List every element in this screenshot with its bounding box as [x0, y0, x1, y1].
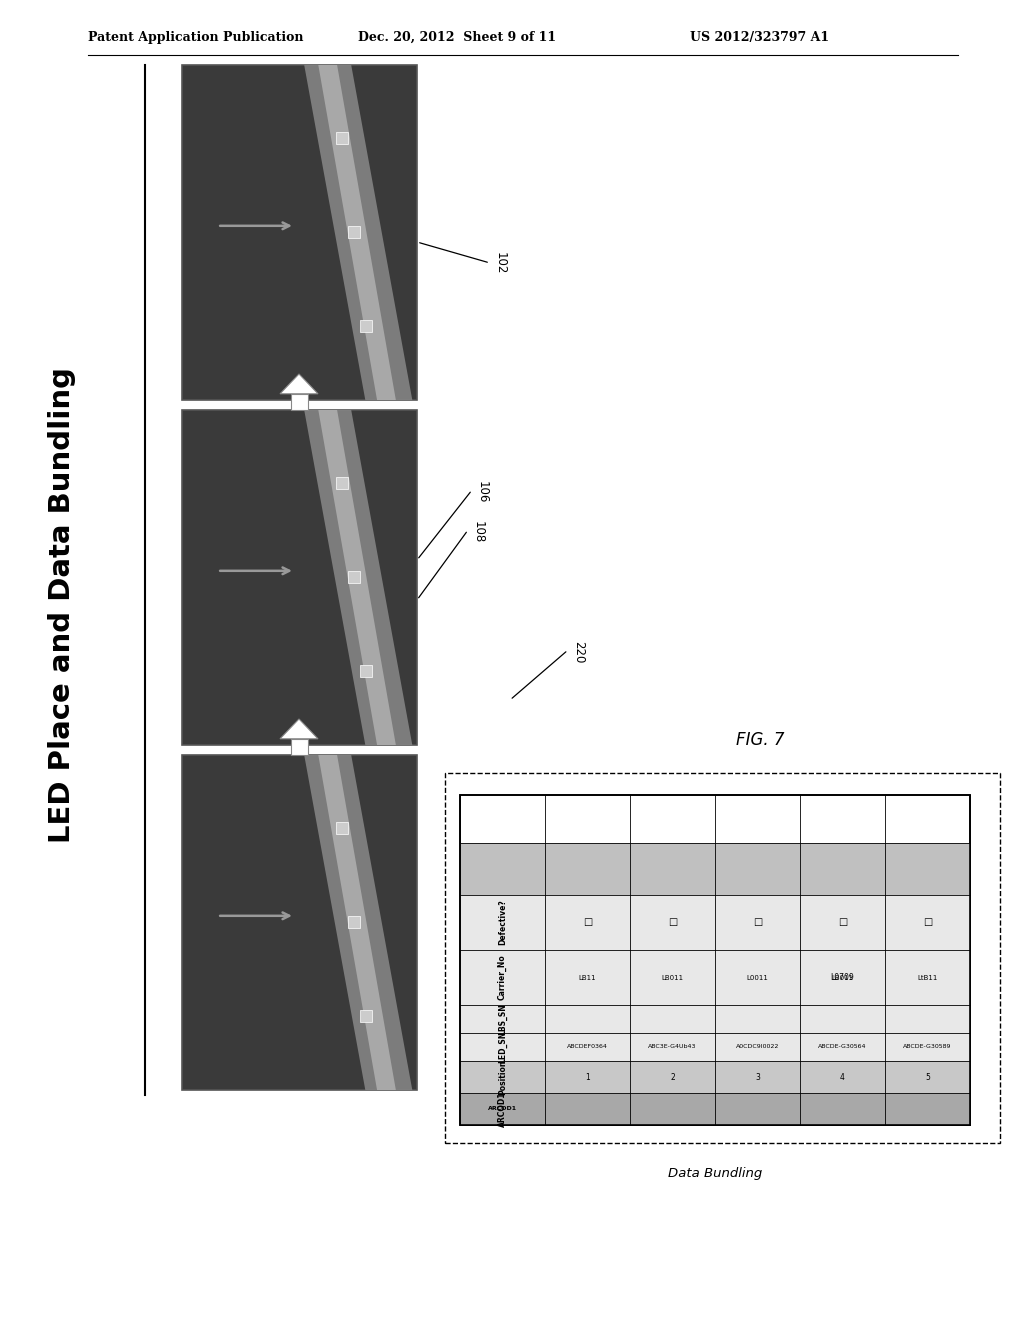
Polygon shape [304, 411, 413, 744]
Text: ABCDE-G30564: ABCDE-G30564 [818, 1044, 866, 1049]
Polygon shape [318, 755, 396, 1090]
Text: ABCDEF0364: ABCDEF0364 [567, 1044, 608, 1049]
Bar [460, 1005, 970, 1034]
Text: LBS_SN: LBS_SN [498, 1003, 507, 1035]
Polygon shape [280, 374, 318, 393]
Text: 106: 106 [476, 480, 489, 503]
Text: 220: 220 [572, 640, 585, 663]
Text: □: □ [583, 917, 592, 928]
Text: ARCOD1: ARCOD1 [488, 1106, 517, 1111]
Text: LED Place and Data Bundling: LED Place and Data Bundling [48, 367, 76, 843]
Text: □: □ [923, 917, 932, 928]
Text: Defective?: Defective? [498, 900, 507, 945]
Text: □: □ [838, 917, 847, 928]
Bar [460, 1034, 970, 1061]
Text: 3: 3 [755, 1072, 760, 1081]
Text: □: □ [668, 917, 677, 928]
Bar [460, 950, 970, 1005]
Text: US 2012/323797 A1: US 2012/323797 A1 [690, 30, 829, 44]
Text: Patent Application Publication: Patent Application Publication [88, 30, 303, 44]
Text: LB011: LB011 [662, 974, 684, 981]
Text: Carrier_No: Carrier_No [498, 954, 507, 1001]
Bar [291, 739, 307, 755]
Text: ARCOD1: ARCOD1 [498, 1092, 507, 1127]
Text: Position: Position [498, 1060, 507, 1094]
Bar [336, 132, 348, 144]
Text: 4: 4 [840, 1072, 845, 1081]
Text: 1: 1 [585, 1072, 590, 1081]
Polygon shape [318, 411, 396, 744]
Text: 2: 2 [670, 1072, 675, 1081]
Bar [348, 916, 360, 928]
Bar [460, 843, 970, 895]
Text: 5: 5 [925, 1072, 930, 1081]
Bar [348, 570, 360, 583]
Bar [336, 477, 348, 488]
Text: 108: 108 [472, 521, 485, 543]
Text: A0CDC9I0022: A0CDC9I0022 [736, 1044, 779, 1049]
Bar [359, 664, 372, 677]
Text: ABC3E-G4Ub43: ABC3E-G4Ub43 [648, 1044, 696, 1049]
Bar [182, 411, 417, 744]
Text: LtB11: LtB11 [918, 974, 938, 981]
Bar [359, 319, 372, 331]
Polygon shape [280, 719, 318, 739]
Text: LB011: LB011 [831, 974, 854, 981]
Text: Dec. 20, 2012  Sheet 9 of 11: Dec. 20, 2012 Sheet 9 of 11 [358, 30, 556, 44]
Polygon shape [304, 65, 413, 400]
Bar [460, 1093, 970, 1125]
Bar [348, 226, 360, 238]
Text: 102: 102 [494, 252, 507, 275]
Bar [182, 65, 417, 400]
Bar [460, 795, 970, 1125]
Bar [182, 755, 417, 1090]
Text: L0011: L0011 [746, 974, 768, 981]
Bar [460, 1061, 970, 1093]
Text: FIG. 7: FIG. 7 [736, 731, 784, 748]
Polygon shape [304, 755, 413, 1090]
Text: ABCDE-G30589: ABCDE-G30589 [903, 1044, 951, 1049]
Text: LB11: LB11 [579, 974, 596, 981]
Bar [336, 822, 348, 834]
Polygon shape [318, 65, 396, 400]
Bar [291, 393, 307, 411]
Text: Data Bundling: Data Bundling [668, 1167, 762, 1180]
Bar [359, 1010, 372, 1022]
Bar [460, 895, 970, 950]
Text: LED_SN: LED_SN [498, 1031, 507, 1063]
Bar [445, 774, 1000, 1143]
Text: L0709: L0709 [830, 973, 854, 982]
Text: □: □ [753, 917, 762, 928]
Bar [460, 795, 970, 1125]
